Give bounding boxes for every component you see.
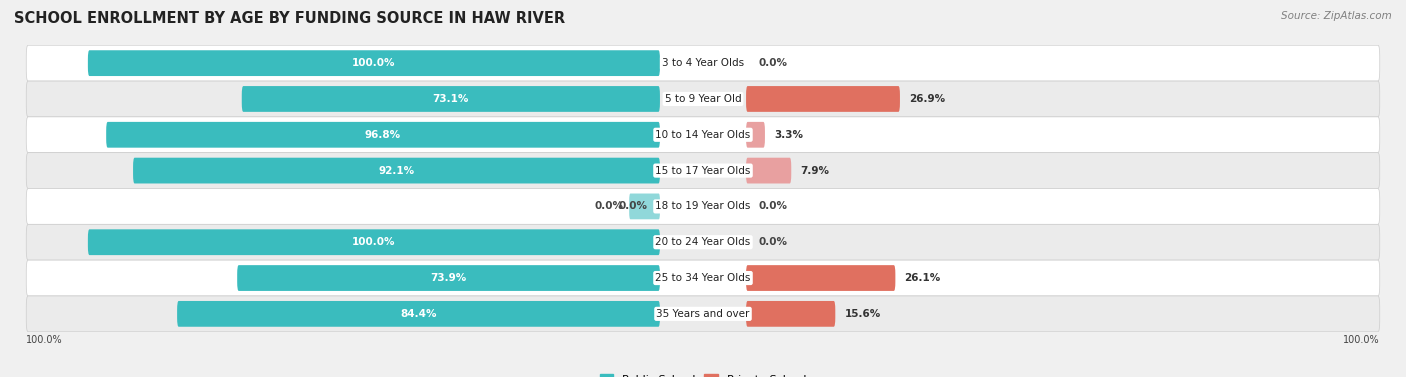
Text: 25 to 34 Year Olds: 25 to 34 Year Olds: [655, 273, 751, 283]
FancyBboxPatch shape: [107, 122, 659, 148]
FancyBboxPatch shape: [87, 50, 659, 76]
Text: 73.1%: 73.1%: [433, 94, 470, 104]
Text: 0.0%: 0.0%: [758, 58, 787, 68]
FancyBboxPatch shape: [27, 117, 1379, 153]
Text: 3 to 4 Year Olds: 3 to 4 Year Olds: [662, 58, 744, 68]
Text: 100.0%: 100.0%: [27, 335, 63, 345]
FancyBboxPatch shape: [27, 260, 1379, 296]
Text: 15.6%: 15.6%: [845, 309, 880, 319]
FancyBboxPatch shape: [747, 86, 900, 112]
FancyBboxPatch shape: [87, 229, 659, 255]
Text: 96.8%: 96.8%: [366, 130, 401, 140]
FancyBboxPatch shape: [747, 122, 765, 148]
FancyBboxPatch shape: [747, 158, 792, 184]
Text: 26.1%: 26.1%: [904, 273, 941, 283]
FancyBboxPatch shape: [630, 193, 659, 219]
Text: 10 to 14 Year Olds: 10 to 14 Year Olds: [655, 130, 751, 140]
Text: 100.0%: 100.0%: [1343, 335, 1379, 345]
Text: 20 to 24 Year Olds: 20 to 24 Year Olds: [655, 237, 751, 247]
FancyBboxPatch shape: [27, 188, 1379, 224]
Text: 0.0%: 0.0%: [758, 237, 787, 247]
Text: 0.0%: 0.0%: [593, 201, 623, 211]
Text: 100.0%: 100.0%: [352, 58, 395, 68]
Text: 3.3%: 3.3%: [775, 130, 803, 140]
FancyBboxPatch shape: [27, 153, 1379, 188]
Text: 92.1%: 92.1%: [378, 166, 415, 176]
FancyBboxPatch shape: [177, 301, 659, 327]
FancyBboxPatch shape: [747, 301, 835, 327]
Text: SCHOOL ENROLLMENT BY AGE BY FUNDING SOURCE IN HAW RIVER: SCHOOL ENROLLMENT BY AGE BY FUNDING SOUR…: [14, 11, 565, 26]
Text: 35 Years and over: 35 Years and over: [657, 309, 749, 319]
Text: 0.0%: 0.0%: [758, 201, 787, 211]
Legend: Public School, Private School: Public School, Private School: [595, 370, 811, 377]
Text: 84.4%: 84.4%: [401, 309, 437, 319]
Text: 0.0%: 0.0%: [619, 201, 648, 211]
Text: Source: ZipAtlas.com: Source: ZipAtlas.com: [1281, 11, 1392, 21]
FancyBboxPatch shape: [242, 86, 659, 112]
Text: 15 to 17 Year Olds: 15 to 17 Year Olds: [655, 166, 751, 176]
FancyBboxPatch shape: [747, 265, 896, 291]
FancyBboxPatch shape: [27, 45, 1379, 81]
FancyBboxPatch shape: [27, 296, 1379, 332]
FancyBboxPatch shape: [27, 81, 1379, 117]
FancyBboxPatch shape: [238, 265, 659, 291]
FancyBboxPatch shape: [134, 158, 659, 184]
Text: 5 to 9 Year Old: 5 to 9 Year Old: [665, 94, 741, 104]
Text: 7.9%: 7.9%: [800, 166, 830, 176]
Text: 100.0%: 100.0%: [352, 237, 395, 247]
Text: 26.9%: 26.9%: [910, 94, 945, 104]
FancyBboxPatch shape: [27, 224, 1379, 260]
Text: 73.9%: 73.9%: [430, 273, 467, 283]
Text: 18 to 19 Year Olds: 18 to 19 Year Olds: [655, 201, 751, 211]
